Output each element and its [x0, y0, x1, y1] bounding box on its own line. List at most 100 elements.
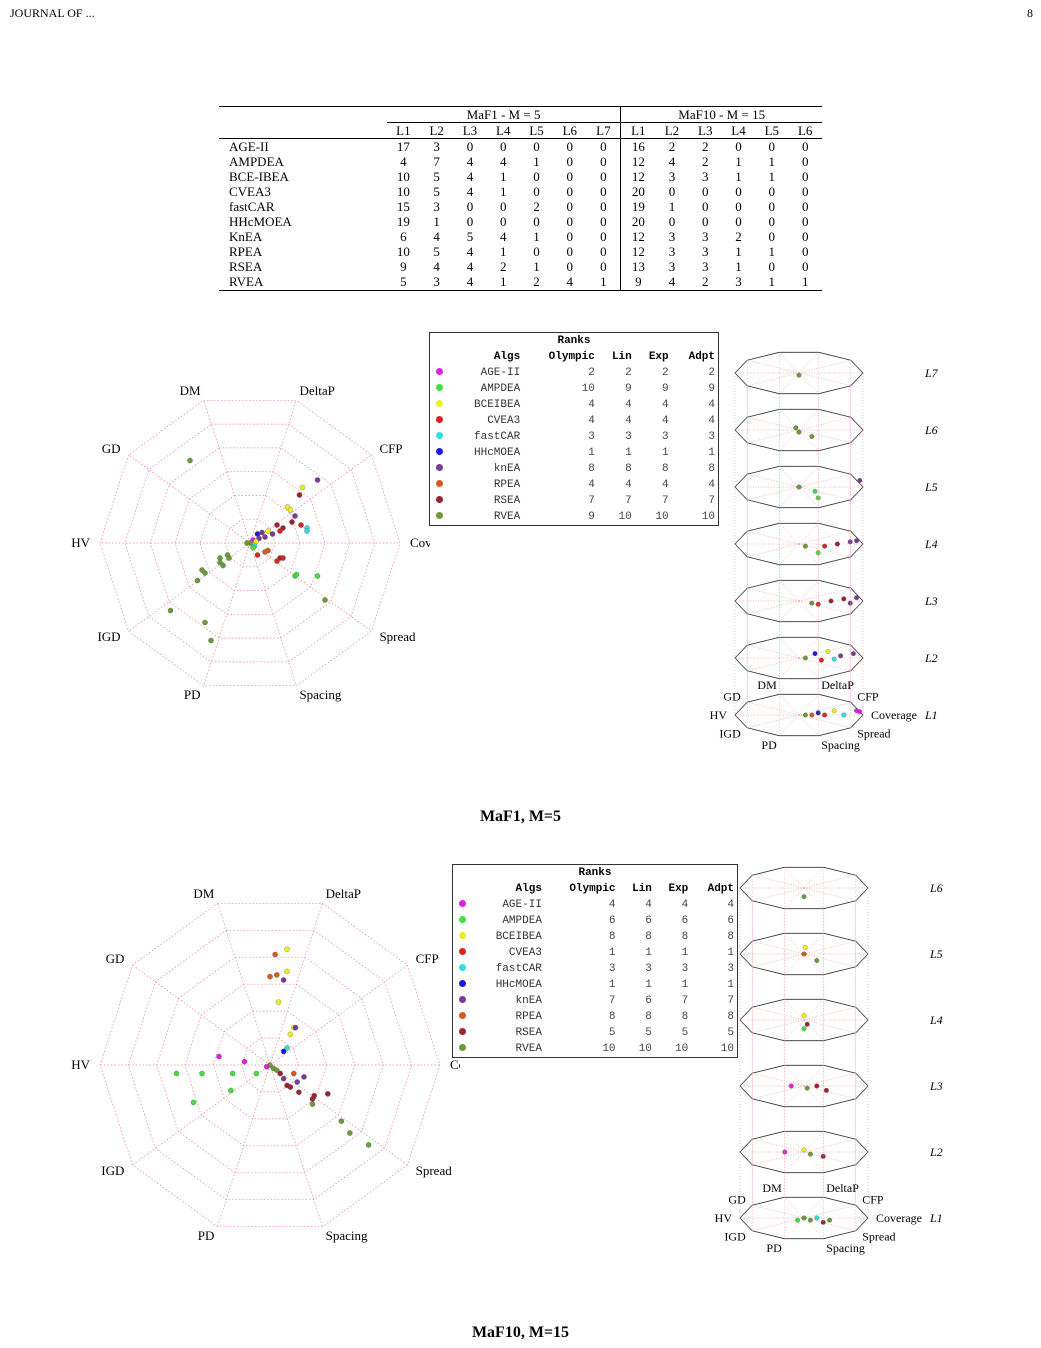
- data-point: [304, 528, 310, 534]
- row-name: BCE-IBEA: [229, 169, 289, 184]
- table-cell: 3: [721, 274, 756, 291]
- rank-lin: 2: [625, 367, 632, 379]
- data-point: [265, 528, 271, 534]
- data-point: [822, 543, 828, 549]
- row-name: RVEA: [219, 274, 387, 291]
- table-cell: 0: [801, 214, 809, 229]
- rank-lin: 4: [645, 899, 652, 911]
- table-cell: 3: [701, 259, 709, 274]
- col-header: L2: [420, 122, 454, 139]
- data-point: [850, 651, 856, 657]
- data-point: [322, 597, 328, 603]
- rank-olympic: 4: [608, 899, 616, 911]
- col-header: L5: [755, 122, 789, 139]
- data-point: [287, 1084, 294, 1090]
- table-cell: 0: [801, 154, 809, 169]
- rank-row: CVEA3 1 1 1 1: [453, 945, 737, 961]
- data-point: [226, 555, 232, 561]
- stack-axis-label: Spacing: [826, 1241, 865, 1255]
- data-point: [809, 712, 815, 718]
- data-point: [857, 709, 863, 715]
- level-spoke: [798, 714, 819, 736]
- level-spoke: [803, 887, 824, 909]
- level-spoke: [798, 473, 851, 488]
- table-cell: 0: [735, 184, 742, 199]
- level-spoke: [752, 1019, 805, 1034]
- data-point: [788, 1083, 794, 1089]
- table-cell: 10: [396, 184, 410, 199]
- table-cell: 0: [533, 244, 540, 259]
- rank-lin: 4: [625, 399, 632, 411]
- table-cell: 0: [801, 184, 809, 199]
- data-point: [253, 1070, 260, 1077]
- table-cell: 4: [553, 274, 587, 291]
- rank-header-exp: Exp: [648, 351, 669, 363]
- stack-axis-label: PD: [761, 738, 777, 752]
- legend-marker: [458, 980, 466, 987]
- rank-olympic: 8: [588, 463, 595, 475]
- table-cell: 1: [533, 154, 540, 169]
- data-point: [814, 1215, 820, 1221]
- table-cell: 0: [499, 214, 507, 229]
- rank-alg: fastCAR: [474, 431, 521, 443]
- level-spoke: [747, 473, 800, 488]
- level-spoke: [803, 933, 824, 955]
- table-cell: 1: [533, 259, 540, 274]
- rank-lin: 8: [645, 931, 652, 943]
- level-spoke: [784, 1197, 805, 1219]
- legend-marker: [435, 416, 443, 423]
- rank-row: RVEA 9 10 10 10: [430, 509, 718, 525]
- level-spoke: [803, 887, 856, 902]
- radar-ring: [149, 447, 351, 639]
- level-spoke: [779, 637, 800, 659]
- table-cell: 2: [735, 229, 742, 244]
- level-spoke: [752, 887, 805, 902]
- data-point: [801, 1147, 807, 1153]
- rank-exp: 1: [662, 447, 669, 459]
- stack-axis-label: HV: [710, 708, 727, 722]
- rank-adpt: 5: [727, 1027, 734, 1039]
- table-cell: 20: [620, 184, 656, 199]
- level-spoke: [747, 486, 800, 501]
- legend-marker: [458, 948, 466, 955]
- table-cell: 3: [701, 244, 709, 259]
- level-spoke: [779, 600, 800, 622]
- data-point: [228, 1087, 234, 1094]
- rank-adpt: 10: [701, 511, 715, 523]
- radar-spoke: [269, 1064, 323, 1227]
- data-point: [287, 507, 294, 513]
- rank-adpt: 1: [727, 947, 734, 959]
- level-spoke: [803, 1138, 856, 1153]
- ranks-title: Ranks: [578, 867, 612, 879]
- rank-adpt: 9: [708, 383, 715, 395]
- table-row: AMPDEA 4 7 4 4 1 0 0 12 4 2 1 1 0: [219, 154, 822, 169]
- rank-header-lin: Lin: [611, 351, 632, 363]
- table-cell: 3: [433, 139, 440, 154]
- table-row: HHcMOEA 19 1 0 0 0 0 0 20 0 0 0 0 0: [219, 214, 822, 229]
- rank-exp: 1: [681, 947, 689, 959]
- table-cell: 2: [701, 154, 709, 169]
- table-cell: 0: [566, 244, 574, 259]
- table-cell: 0: [533, 169, 540, 184]
- rank-row: fastCAR 3 3 3 3: [430, 429, 718, 445]
- table-row: CVEA3 10 5 4 1 0 0 0 20 0 0 0 0 0: [219, 184, 822, 199]
- table-cell: 4: [466, 169, 474, 184]
- rank-row: BCEIBEA 4 4 4 4: [430, 397, 718, 413]
- rank-adpt: 3: [708, 431, 715, 443]
- table-row: KnEA 6 4 5 4 1 0 0 12 3 3 2 0 0: [219, 229, 822, 244]
- data-point: [796, 484, 802, 490]
- rank-adpt: 1: [727, 979, 734, 991]
- table-cell: 0: [566, 259, 574, 274]
- table-cell: 12: [620, 229, 656, 244]
- axis-label: IGD: [97, 629, 120, 644]
- data-point: [814, 958, 820, 963]
- data-point: [296, 1089, 302, 1095]
- axis-label: PD: [198, 1228, 215, 1243]
- table-cell: 0: [768, 214, 776, 229]
- table-cell: 0: [801, 139, 809, 154]
- level-plane: [739, 1196, 869, 1240]
- legend-marker: [458, 1028, 466, 1035]
- rank-header-adpt: Adpt: [707, 883, 734, 895]
- level-spoke: [803, 1217, 824, 1239]
- rank-exp: 10: [655, 511, 669, 523]
